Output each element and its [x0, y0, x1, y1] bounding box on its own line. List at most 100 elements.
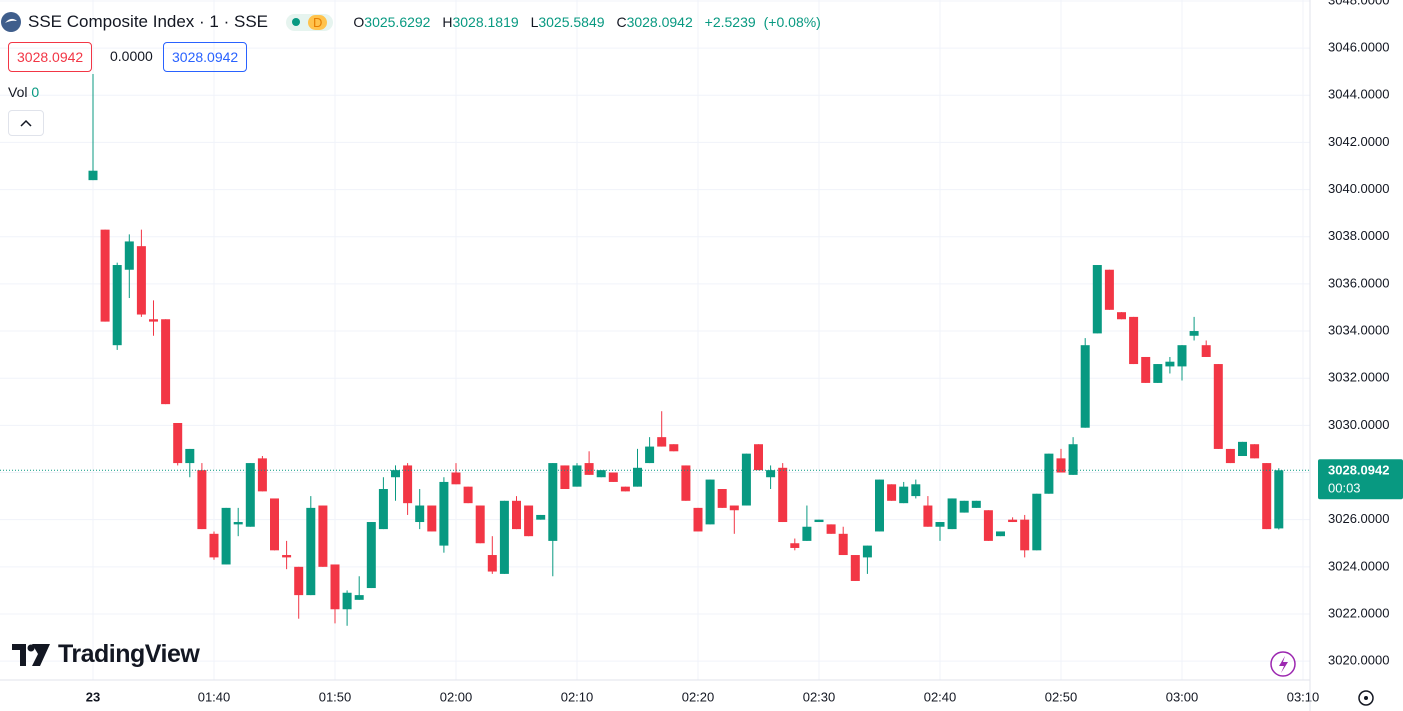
candle-body [427, 505, 437, 532]
candle-body [366, 522, 376, 589]
candle-body [875, 479, 884, 532]
price-tag [1318, 459, 1403, 500]
x-tick-label: 02:20 [682, 689, 715, 704]
market-status[interactable]: D [286, 13, 334, 31]
candle-body [415, 505, 425, 523]
y-tick-label: 3048.0000 [1328, 0, 1389, 7]
symbol-icon [1, 12, 21, 32]
y-tick-label: 3046.0000 [1328, 40, 1389, 55]
candle-body [766, 470, 776, 478]
candle-body [1056, 458, 1066, 473]
candle-body [1165, 361, 1175, 367]
candle-body [451, 472, 461, 485]
candle-body [112, 265, 122, 346]
candle-body [778, 467, 788, 523]
candle-body [270, 498, 279, 551]
candle-body [850, 555, 860, 581]
sell-button[interactable]: 3028.0942 [8, 42, 93, 72]
change-pct: (+0.08%) [763, 14, 821, 30]
candle-body [633, 467, 642, 487]
change: +2.5239 [704, 14, 756, 30]
y-tick-label: 3042.0000 [1328, 134, 1389, 149]
interval-badge: D [308, 14, 328, 30]
candle-body [1092, 265, 1102, 334]
candle-body [548, 463, 558, 541]
candle-body [681, 465, 691, 501]
candle-body [983, 510, 993, 541]
candle-body [536, 514, 546, 520]
candle-body [572, 465, 582, 487]
candle-body [584, 463, 594, 475]
x-tick-label: 02:00 [440, 689, 473, 704]
candle-body [717, 489, 727, 508]
candle-body [620, 486, 630, 492]
price-tag-value: 3028.0942 [1328, 463, 1389, 478]
candle-body [862, 545, 872, 558]
candle-body [596, 470, 606, 478]
candle-body [899, 486, 909, 504]
candle-body [1129, 316, 1139, 365]
candle-body [1032, 493, 1042, 551]
candle-body [887, 484, 897, 501]
y-tick-label: 3026.0000 [1328, 511, 1389, 526]
candle-body [996, 531, 1005, 537]
y-tick-label: 3022.0000 [1328, 605, 1389, 620]
x-tick-label: 23 [86, 689, 100, 704]
x-tick-label: 02:50 [1045, 689, 1078, 704]
candle-body [959, 500, 969, 513]
volume-legend: Vol 0 [8, 84, 39, 100]
settings-dot [1364, 696, 1368, 700]
candle-body [911, 484, 921, 497]
candle-body [330, 564, 340, 610]
candle-body [1262, 463, 1272, 530]
candle-body [282, 555, 292, 558]
candle-body [754, 444, 763, 471]
candle-body [1141, 356, 1151, 383]
symbol-title[interactable]: SSE Composite Index · 1 · SSE [28, 12, 268, 31]
collapse-button[interactable] [8, 110, 44, 136]
x-tick-label: 01:40 [198, 689, 231, 704]
y-tick-label: 3030.0000 [1328, 417, 1389, 432]
candle-body [499, 500, 509, 574]
candle-body [814, 519, 824, 523]
candle-body [741, 453, 751, 506]
candle-body [100, 229, 110, 322]
candle-body [487, 555, 497, 572]
candle-body [524, 505, 534, 537]
candle-body [342, 592, 352, 610]
candle-body [971, 500, 981, 508]
h-label: H [442, 14, 453, 30]
buy-button[interactable]: 3028.0942 [163, 42, 248, 72]
candle-body [1225, 448, 1235, 464]
brand-name: TradingView [58, 640, 200, 668]
candle-body [378, 489, 388, 530]
y-tick-label: 3020.0000 [1328, 653, 1389, 668]
candle-body [221, 507, 231, 565]
candle-body [1068, 444, 1078, 475]
y-tick-label: 3034.0000 [1328, 322, 1389, 337]
candle-body [826, 524, 836, 534]
candle-body [1177, 345, 1187, 367]
candle-body [838, 533, 848, 556]
candle-body [790, 543, 800, 548]
candle-body [354, 595, 364, 600]
candle-body [124, 241, 134, 270]
y-tick-label: 3032.0000 [1328, 370, 1389, 385]
candle-body [1153, 364, 1163, 383]
candle-body [1044, 453, 1054, 494]
candle-body [233, 522, 243, 525]
x-tick-label: 02:40 [924, 689, 957, 704]
candle-body [1008, 519, 1018, 523]
settings-button[interactable] [1358, 690, 1374, 706]
candle-body [173, 422, 183, 464]
candle-body [1104, 269, 1114, 310]
lightning-button[interactable] [1270, 651, 1296, 677]
l-value: 3025.5849 [538, 14, 605, 30]
candle-body [245, 463, 255, 527]
brand: TradingView [12, 640, 200, 669]
o-label: O [353, 14, 365, 30]
volume-label: Vol [8, 84, 28, 100]
candle-body [1117, 312, 1126, 320]
candle-body [1020, 519, 1030, 551]
